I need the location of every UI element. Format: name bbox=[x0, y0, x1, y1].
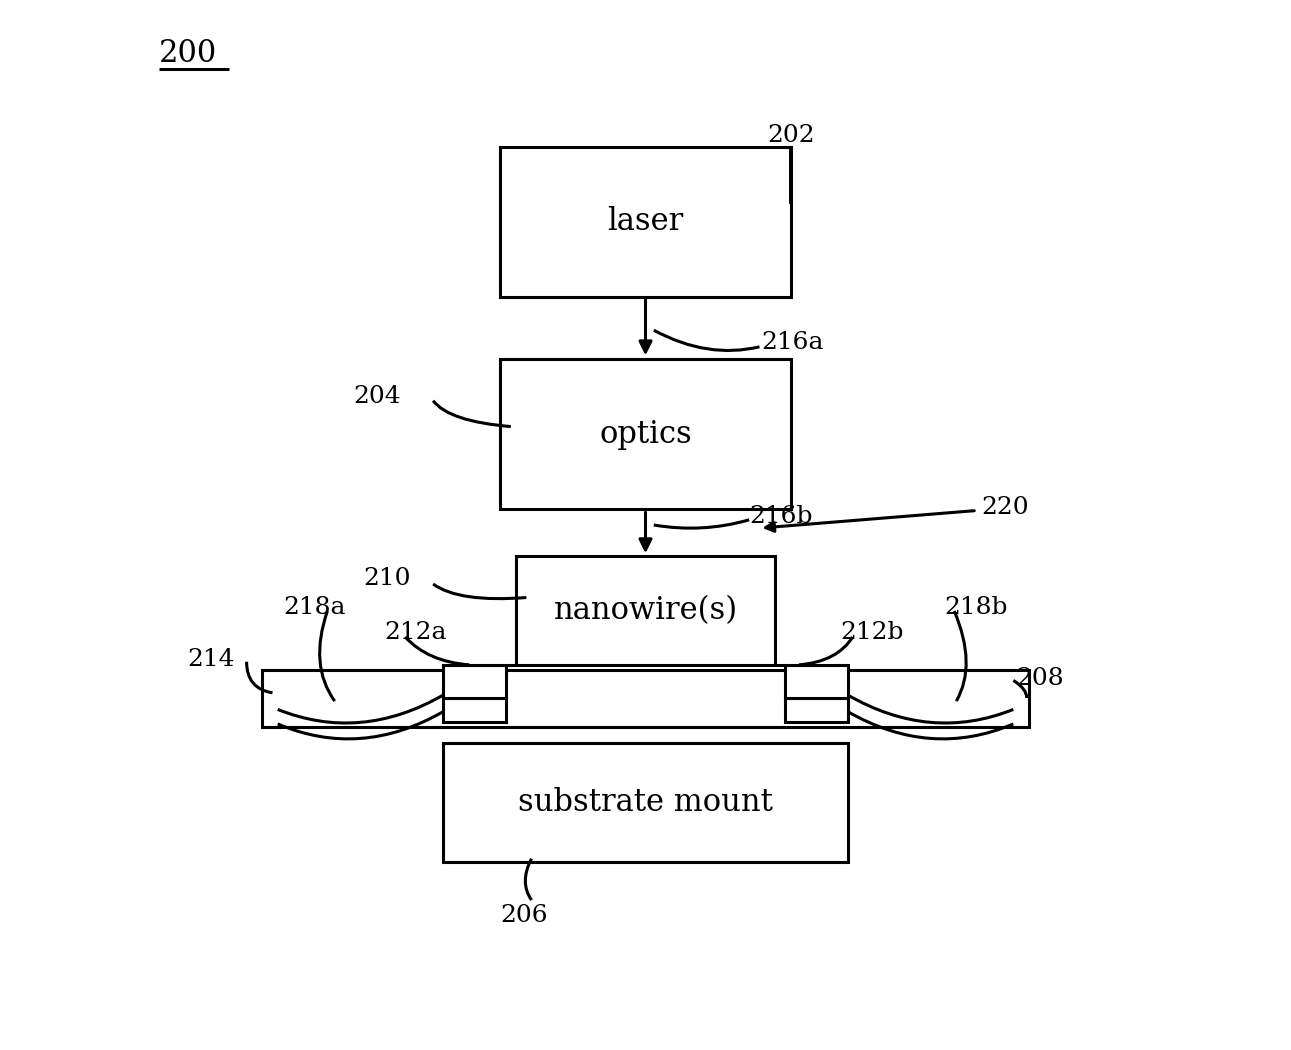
Bar bbox=[785, 698, 848, 721]
Text: optics: optics bbox=[599, 419, 692, 449]
Text: laser: laser bbox=[607, 207, 684, 237]
Text: 216b: 216b bbox=[749, 505, 812, 528]
Text: 206: 206 bbox=[501, 904, 549, 927]
Text: 220: 220 bbox=[981, 496, 1029, 519]
Text: substrate mount: substrate mount bbox=[518, 786, 773, 818]
Bar bbox=[262, 670, 1029, 727]
Text: 216a: 216a bbox=[762, 331, 824, 354]
Bar bbox=[501, 359, 790, 509]
Text: 204: 204 bbox=[354, 385, 402, 408]
Text: 200: 200 bbox=[159, 38, 217, 69]
Text: 214: 214 bbox=[187, 648, 235, 671]
Text: nanowire(s): nanowire(s) bbox=[554, 595, 737, 626]
Bar bbox=[443, 665, 506, 698]
Text: 212b: 212b bbox=[840, 622, 904, 645]
Bar bbox=[516, 556, 775, 665]
Text: 202: 202 bbox=[768, 124, 816, 147]
Bar bbox=[785, 665, 848, 698]
Text: 218b: 218b bbox=[944, 596, 1007, 620]
Text: 210: 210 bbox=[364, 567, 411, 590]
Text: 212a: 212a bbox=[385, 622, 447, 645]
Bar bbox=[443, 742, 848, 862]
Text: 208: 208 bbox=[1016, 667, 1064, 690]
Text: 218a: 218a bbox=[283, 596, 346, 620]
Bar bbox=[501, 147, 790, 297]
Bar bbox=[443, 698, 506, 721]
